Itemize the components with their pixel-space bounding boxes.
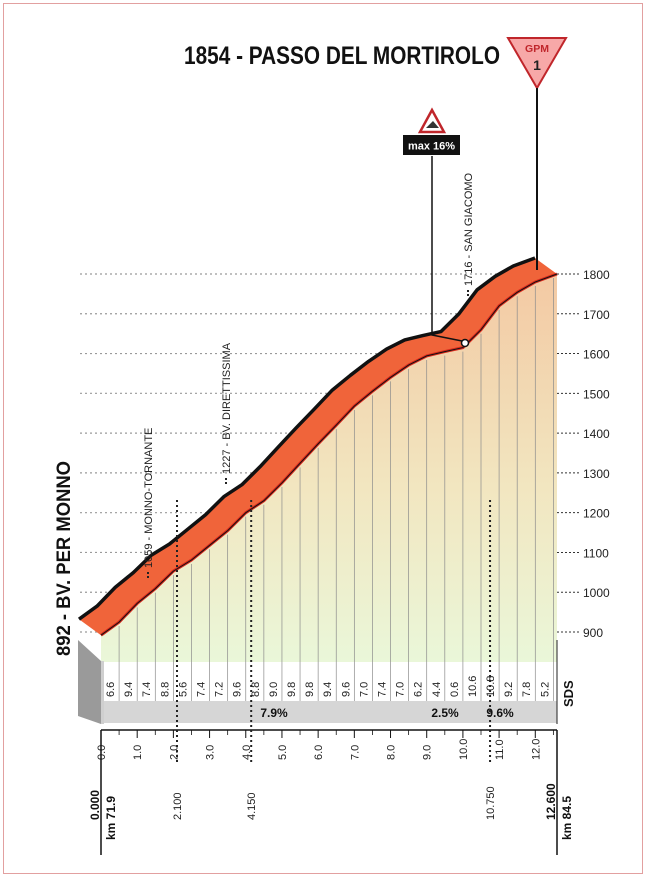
y-tick-label: 1000 [583, 586, 610, 600]
distance-markers: 2.100 4.150 10.750 0.000 km 71.9 12.600 km 84.… [88, 500, 574, 855]
gradient-label: 8.8 [250, 682, 262, 697]
gradient-label: 5.2 [539, 682, 551, 697]
profile-layer [77, 256, 558, 662]
max-gradient-badge: max 16% [403, 107, 460, 155]
max-gradient-text: max 16% [408, 141, 455, 153]
annotation-label: 1716 - SAN GIACOMO [463, 172, 475, 286]
gradient-label: 7.0 [395, 682, 407, 697]
average-panel [78, 640, 558, 724]
gradient-label: 4.4 [431, 682, 443, 697]
x-tick-label: 8.0 [386, 745, 398, 760]
y-tick-label: 1700 [583, 308, 610, 322]
gpm-category: 1 [533, 57, 541, 73]
gradient-label: 9.0 [268, 682, 280, 697]
gpm-badge: GPM 1 [506, 37, 568, 90]
y-axis-ticks: 900 1000 1100 1200 1300 1400 1500 1600 1700 1800 [583, 268, 610, 640]
y-tick-label: 1600 [583, 348, 610, 362]
annotation-label: 1059 - MONNO-TORNANTE [143, 428, 155, 568]
x-tick-label: 3.0 [205, 745, 217, 760]
start-distance: 0.000 [88, 790, 102, 820]
x-axis: 0.0 1.0 2.0 3.0 4.0 5.0 6.0 7.0 8.0 9.0 10.0 11.0 12… [96, 729, 557, 760]
profile-fill [101, 274, 557, 662]
gradient-labels: 6.6 9.4 7.4 8.8 5.6 7.4 7.2 9.6 8.8 9.0 9.8 9.8 9.4 9… [105, 676, 551, 697]
gradient-label: 9.8 [304, 682, 316, 697]
gradient-label: 7.4 [141, 682, 153, 697]
y-tick-label: 1400 [583, 427, 610, 441]
y-tick-label: 1800 [583, 268, 610, 282]
max-pointer-line [431, 156, 463, 342]
gradient-label: 6.2 [413, 682, 425, 697]
x-tick-label: 6.0 [313, 745, 325, 760]
annotation-label: 1227 - BV. DIRETTISSIMA [221, 342, 233, 474]
gradient-label: 5.6 [177, 682, 189, 697]
x-tick-label: 10.0 [458, 739, 470, 760]
sds-label: SDS [561, 680, 576, 707]
x-tick-label: 11.0 [494, 739, 506, 760]
segment-average: 9.6% [486, 706, 514, 720]
finish-km: km 84.5 [560, 796, 574, 840]
x-tick-label: 12.0 [530, 739, 542, 760]
x-tick-label: 9.0 [422, 745, 434, 760]
gradient-label: 7.8 [521, 682, 533, 697]
profile-top-edge [77, 256, 536, 621]
start-km: km 71.9 [104, 796, 118, 840]
chart-frame [3, 3, 643, 874]
finish-distance: 12.600 [544, 783, 558, 820]
x-tick-label: 2.0 [168, 745, 180, 760]
x-tick-label: 7.0 [349, 745, 361, 760]
gradient-label: 9.4 [322, 682, 334, 697]
gradient-label: 9.6 [340, 682, 352, 697]
y-tick-label: 900 [583, 626, 603, 640]
distance-marker-label: 2.100 [172, 792, 184, 820]
x-tick-label: 1.0 [132, 745, 144, 760]
distance-marker-label: 10.750 [485, 786, 497, 820]
y-tick-label: 1200 [583, 507, 610, 521]
y-tick-label: 1500 [583, 387, 610, 401]
gradient-label: 9.2 [503, 682, 515, 697]
x-tick-label: 0.0 [96, 745, 108, 760]
annotations: 1059 - MONNO-TORNANTE 1227 - BV. DIRETTIS… [143, 172, 475, 580]
y-tick-label: 1300 [583, 467, 610, 481]
gradient-label: 8.8 [159, 682, 171, 697]
gradient-label: 9.6 [232, 682, 244, 697]
segment-average: 7.9% [260, 706, 288, 720]
segment-average: 2.5% [431, 706, 459, 720]
gradient-label: 6.6 [105, 682, 117, 697]
start-location-label: 892 - BV. PER MONNO [54, 461, 75, 656]
distance-marker-label: 4.150 [246, 792, 258, 820]
gradient-label: 7.4 [376, 682, 388, 697]
gradient-label: 7.0 [358, 682, 370, 697]
warning-triangle-icon [417, 107, 447, 134]
gradient-label: 9.8 [286, 682, 298, 697]
x-tick-label: 4.0 [241, 745, 253, 760]
gradient-label: 10.6 [467, 676, 479, 697]
gpm-label: GPM [525, 43, 549, 55]
max-point-marker [460, 338, 470, 348]
km-stripes [118, 278, 554, 701]
gradient-label: 9.4 [123, 682, 135, 697]
segment-average-labels: 7.9% 2.5% 9.6% [260, 706, 514, 720]
gradient-label: 7.4 [196, 682, 208, 697]
gradient-label: 7.2 [214, 682, 226, 697]
profile-outline [100, 273, 558, 636]
chart-title: 1854 - PASSO DEL MORTIROLO [184, 42, 500, 70]
y-tick-label: 1100 [583, 546, 609, 560]
x-tick-label: 5.0 [277, 745, 289, 760]
gradient-label: 0.6 [449, 682, 461, 697]
